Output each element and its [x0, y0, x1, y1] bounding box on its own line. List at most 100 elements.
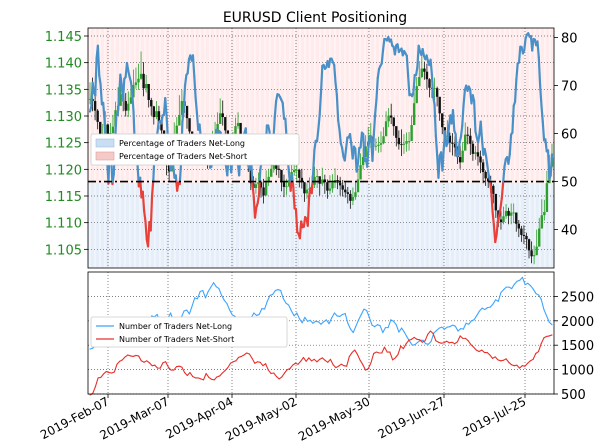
percent-segment: [381, 37, 386, 52]
net-long-count-segment: [529, 285, 534, 290]
net-short-count-segment: [348, 351, 353, 357]
percent-segment: [544, 138, 548, 153]
price-tick-label: 1.120: [45, 163, 82, 178]
net-short-count-segment: [519, 365, 523, 369]
percent-segment: [144, 219, 148, 241]
percent-segment: [317, 113, 321, 131]
percent-segment: [338, 128, 342, 145]
date-axis: 2019-Feb-072019-Mar-072019-Apr-042019-Ma…: [38, 394, 528, 444]
percent-segment: [380, 48, 385, 65]
candle-body: [267, 176, 270, 183]
candle-body: [458, 157, 462, 163]
percent-segment: [508, 133, 513, 156]
percent-segment: [495, 219, 499, 236]
percent-segment: [186, 58, 191, 75]
net-short-count-segment: [243, 352, 248, 356]
percent-segment: [348, 132, 353, 146]
net-short-count-segment: [92, 386, 96, 395]
percent-segment: [441, 147, 445, 172]
candle-body: [359, 165, 362, 180]
top-legend-box: [90, 133, 300, 166]
percent-segment: [430, 73, 435, 98]
net-long-count-segment: [468, 320, 472, 325]
net-short-count-segment: [400, 345, 404, 350]
net-short-count-segment: [300, 356, 304, 362]
candle-body: [292, 169, 296, 172]
candle-body: [486, 178, 490, 182]
net-short-count-segment: [265, 363, 269, 371]
net-short-count-segment: [410, 336, 415, 340]
candle-body: [106, 124, 110, 138]
net-short-count-segment: [248, 353, 253, 359]
net-long-count-segment: [543, 309, 548, 317]
net-short-count-segment: [297, 360, 302, 365]
net-short-count-segment: [473, 346, 477, 351]
percent-segment: [372, 113, 377, 137]
percent-segment: [149, 194, 154, 232]
candle-body: [512, 212, 515, 214]
candle-body: [303, 182, 306, 194]
net-short-count-segment: [292, 362, 296, 366]
net-short-count-segment: [494, 356, 499, 361]
net-long-count-segment: [374, 324, 378, 328]
percent-segment: [446, 124, 451, 144]
candle-body: [361, 157, 365, 166]
candle-body: [418, 77, 421, 87]
percent-segment: [376, 67, 381, 80]
net-short-count-segment: [116, 360, 121, 365]
candle-body: [137, 78, 140, 83]
net-long-count-segment: [395, 324, 400, 333]
candle-body: [277, 168, 281, 170]
candle-body: [336, 180, 339, 183]
percent-tick-label: 40: [561, 224, 578, 239]
percent-segment: [367, 134, 371, 148]
net-long-count-segment: [538, 294, 542, 300]
net-long-count-segment: [422, 339, 427, 345]
net-short-count-segment: [281, 372, 286, 378]
net-short-count-segment: [283, 369, 288, 374]
net-short-count-segment: [94, 377, 99, 388]
net-long-count-segment: [521, 276, 526, 286]
percent-segment: [539, 84, 543, 107]
candle-body: [188, 118, 191, 132]
net-short-count-segment: [146, 360, 150, 364]
net-long-count-segment: [253, 312, 258, 316]
percent-segment: [362, 132, 366, 163]
candle-body: [218, 113, 222, 124]
candle-body: [407, 141, 411, 142]
net-long-count-segment: [331, 312, 335, 319]
net-short-count-segment: [362, 364, 367, 371]
percent-segment: [183, 73, 188, 87]
net-short-count-segment: [389, 351, 394, 361]
net-short-count-segment: [273, 372, 277, 377]
net-long-count-segment: [223, 299, 228, 305]
net-long-count-segment: [454, 325, 459, 332]
net-long-count-segment: [546, 315, 550, 323]
net-long-count-segment: [298, 318, 303, 324]
net-long-count-segment: [191, 297, 196, 307]
percent-segment: [156, 120, 160, 135]
candle-body: [479, 156, 482, 163]
candle-body: [157, 111, 161, 122]
net-long-count-segment: [309, 319, 314, 324]
date-tick-label: 2019-Jun-27: [376, 394, 448, 441]
net-short-count-segment: [332, 364, 337, 369]
candle-body: [300, 177, 304, 183]
net-short-count-segment: [548, 334, 553, 337]
net-long-count-segment: [540, 298, 545, 311]
candle-body: [466, 134, 469, 136]
candle-body: [476, 152, 480, 157]
candle-body: [298, 169, 301, 178]
price-tick-label: 1.110: [45, 217, 82, 232]
percent-segment: [302, 216, 307, 228]
candle-body: [282, 182, 286, 187]
percent-segment: [412, 73, 416, 94]
net-long-count-segment: [489, 303, 494, 308]
net-short-count-segment: [424, 333, 429, 342]
candle-body: [540, 215, 543, 229]
net-short-count-segment: [278, 376, 283, 380]
net-long-count-segment: [457, 328, 462, 332]
net-long-count-segment: [323, 319, 327, 323]
percent-segment: [121, 77, 126, 102]
net-short-count-segment: [367, 362, 372, 370]
